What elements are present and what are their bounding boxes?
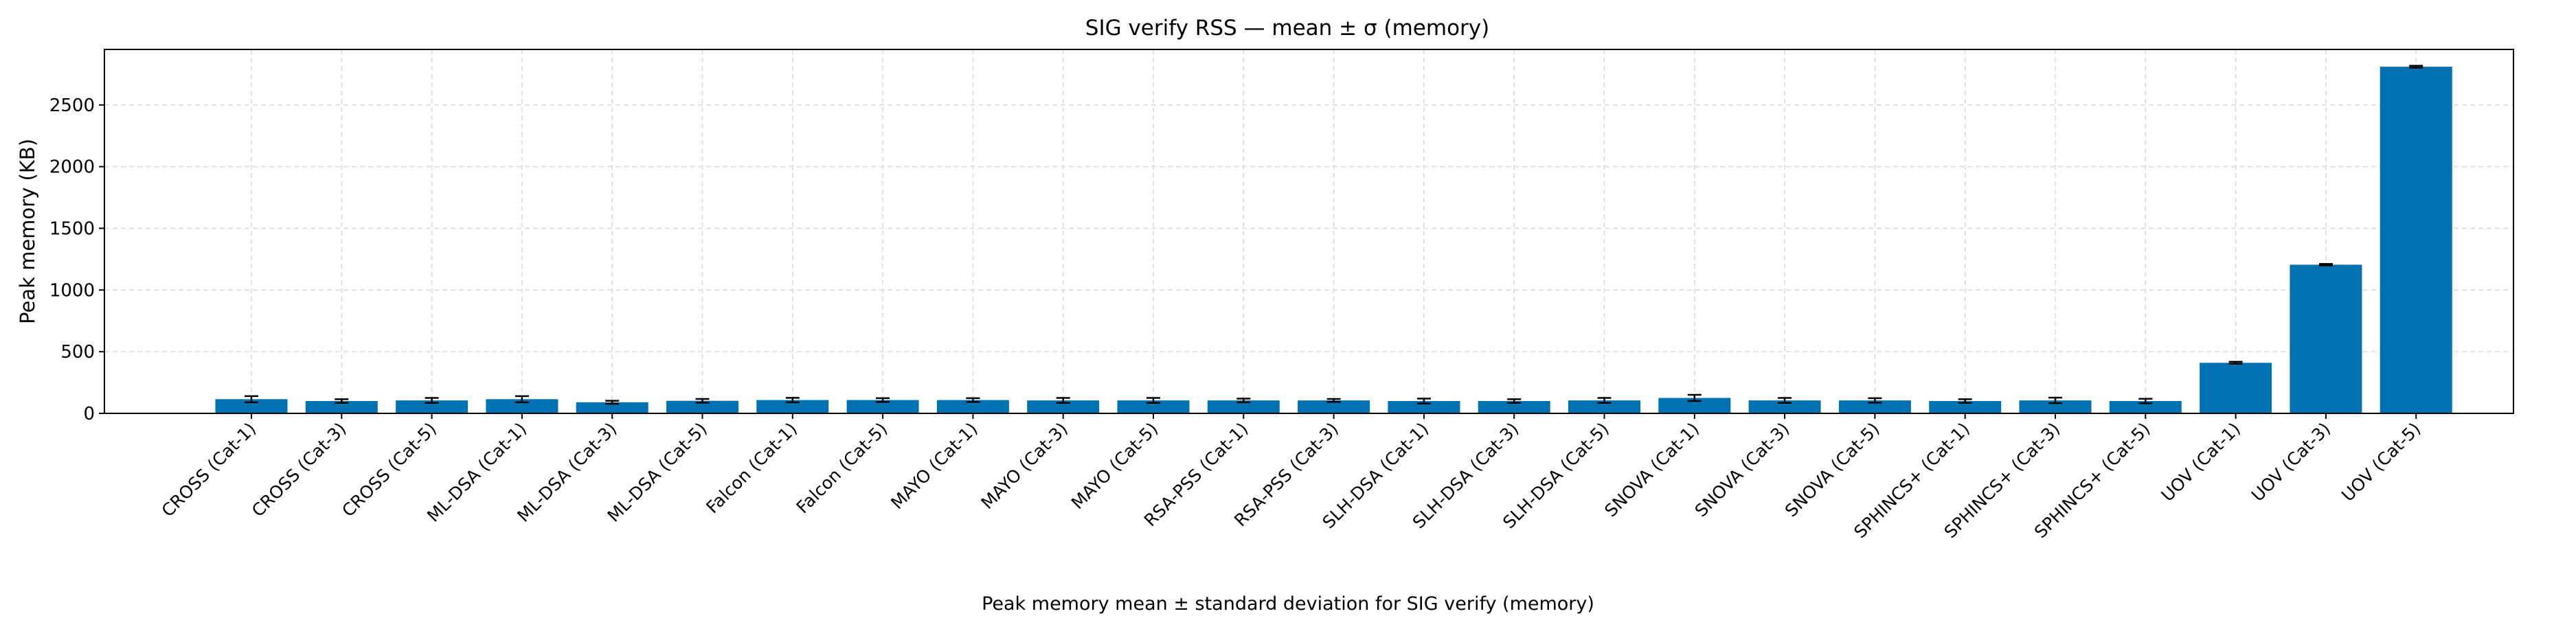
y-tick-label: 2000 (49, 157, 95, 178)
x-tick-label: SNOVA (Cat-5) (1781, 419, 1884, 521)
bar (1658, 398, 1731, 413)
bar (215, 399, 288, 413)
bar (1748, 400, 1821, 413)
bar (1929, 401, 2002, 413)
x-tick-label: CROSS (Cat-3) (248, 419, 350, 521)
bar (2380, 67, 2452, 414)
x-tick-label: UOV (Cat-5) (2338, 419, 2424, 505)
bar (305, 401, 378, 413)
bar (1207, 400, 1280, 413)
x-tick-label: MAYO (Cat-1) (887, 419, 981, 513)
chart-caption: Peak memory mean ± standard deviation fo… (982, 593, 1594, 615)
bar (1568, 400, 1640, 413)
x-tick-label: MAYO (Cat-3) (978, 419, 1072, 513)
bar (486, 399, 558, 413)
x-axis: CROSS (Cat-1)CROSS (Cat-3)CROSS (Cat-5)M… (158, 413, 2424, 542)
y-tick-label: 0 (83, 404, 95, 424)
y-tick-label: 1500 (49, 219, 95, 240)
bar (666, 400, 738, 413)
y-axis: 0 500 1000 1500 2000 2500 (49, 95, 104, 424)
y-axis-label: Peak memory (KB) (16, 139, 39, 324)
x-tick-label: MAYO (Cat-5) (1067, 419, 1162, 513)
plot-frame (104, 49, 2514, 414)
x-tick-label: ML-DSA (Cat-1) (423, 419, 530, 526)
bar (2109, 401, 2182, 413)
errorbars-layer (245, 65, 2424, 405)
bar (1298, 400, 1370, 413)
x-tick-label: Falcon (Cat-1) (702, 419, 801, 518)
bars-layer (215, 67, 2452, 414)
bar (1388, 401, 1460, 413)
bar (396, 400, 468, 413)
bar (2200, 363, 2272, 413)
x-tick-label: SNOVA (Cat-3) (1691, 419, 1794, 521)
grid-layer (104, 49, 2513, 414)
bar (1027, 400, 1100, 413)
x-tick-label: SNOVA (Cat-1) (1601, 419, 1703, 521)
y-tick-label: 1000 (49, 280, 95, 301)
x-tick-label: CROSS (Cat-5) (338, 419, 440, 521)
bar (1838, 400, 1911, 413)
x-tick-label: ML-DSA (Cat-3) (513, 419, 620, 526)
bar (936, 400, 1009, 413)
x-tick-label: ML-DSA (Cat-5) (604, 419, 711, 526)
x-tick-label: Falcon (Cat-5) (793, 419, 892, 518)
chart-title: SIG verify RSS — mean ± σ (memory) (1085, 16, 1489, 41)
bar (846, 400, 919, 413)
x-tick-label: UOV (Cat-1) (2158, 419, 2244, 505)
bar (1117, 400, 1190, 413)
x-tick-label: CROSS (Cat-1) (158, 419, 260, 521)
bar (2290, 264, 2362, 413)
bar (756, 400, 829, 413)
bar (2019, 400, 2092, 413)
bar (576, 402, 648, 413)
bar (1478, 401, 1550, 413)
x-tick-label: UOV (Cat-3) (2248, 419, 2334, 505)
y-tick-label: 2500 (49, 95, 95, 116)
y-tick-label: 500 (60, 342, 95, 363)
